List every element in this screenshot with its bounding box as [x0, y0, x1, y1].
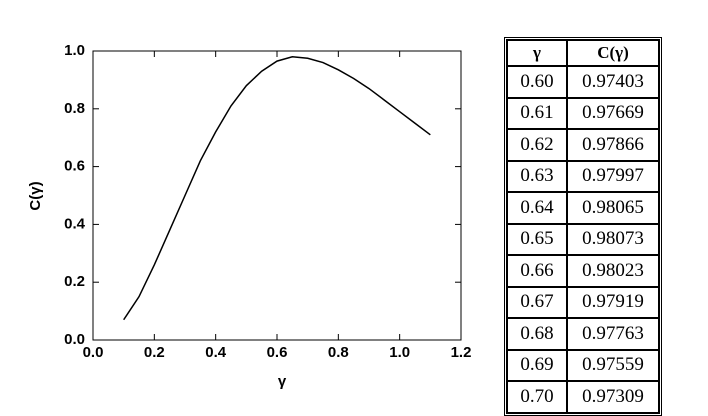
header-row: γ C(γ): [507, 40, 659, 66]
x-tick-label: 0.8: [328, 344, 349, 361]
table-cell: 0.70: [507, 381, 567, 413]
x-tick-label: 1.2: [451, 344, 472, 361]
table-cell: 0.98023: [567, 255, 659, 287]
chart: γ C(γ) 0.0 0.2 0.4 0.6 0.8 1.0 1.2 0.0 0.2 0.4 0.6…: [27, 42, 472, 390]
table-row: 0.62 0.97866: [507, 129, 659, 161]
table-cell: 0.97309: [567, 381, 659, 413]
table-cell: 0.68: [507, 318, 567, 350]
x-tick-label: 0.4: [205, 344, 227, 361]
table-cell: 0.64: [507, 192, 567, 224]
table-cell: 0.62: [507, 129, 567, 161]
table-cell: 0.97559: [567, 349, 659, 381]
table-cell: 0.97919: [567, 286, 659, 318]
table-cell: 0.98065: [567, 192, 659, 224]
table-cell: 0.67: [507, 286, 567, 318]
table-cell: 0.97403: [567, 66, 659, 98]
header-cell: C(γ): [567, 40, 659, 66]
x-tick-label: 1.0: [389, 344, 410, 361]
y-tick-label: 0.0: [64, 331, 85, 348]
table-row: 0.64 0.98065: [507, 192, 659, 224]
table-row: 0.69 0.97559: [507, 349, 659, 381]
table-row: 0.68 0.97763: [507, 318, 659, 350]
table-cell: 0.63: [507, 160, 567, 192]
y-tick-label: 0.2: [64, 273, 85, 290]
table-row: 0.60 0.97403: [507, 66, 659, 98]
x-tick-label: 0.0: [83, 344, 104, 361]
y-tick-label: 1.0: [64, 42, 85, 59]
y-tick-label: 0.6: [64, 158, 85, 175]
table-row: 0.61 0.97669: [507, 97, 659, 129]
x-axis-label: γ: [278, 373, 287, 390]
table-row: 0.70 0.97309: [507, 381, 659, 413]
table-cell: 0.61: [507, 97, 567, 129]
plot-frame: [92, 50, 462, 341]
y-tick-label: 0.8: [64, 100, 85, 117]
y-axis-label: C(γ): [27, 181, 44, 210]
table-row: 0.67 0.97919: [507, 286, 659, 318]
table-row: 0.66 0.98023: [507, 255, 659, 287]
x-tick-label: 0.6: [267, 344, 288, 361]
table-cell: 0.98073: [567, 223, 659, 255]
table-cell: 0.60: [507, 66, 567, 98]
table-cell: 0.97669: [567, 97, 659, 129]
x-tick-label: 0.2: [144, 344, 165, 361]
table-cell: 0.66: [507, 255, 567, 287]
table-cell: 0.69: [507, 349, 567, 381]
value-table: γ C(γ) 0.60 0.97403 0.61 0.97669 0.62 0.97866 0.…: [504, 37, 662, 416]
table-cell: 0.97866: [567, 129, 659, 161]
header-cell: γ: [507, 40, 567, 66]
table-row: 0.63 0.97997: [507, 160, 659, 192]
table-cell: 0.97997: [567, 160, 659, 192]
table-cell: 0.97763: [567, 318, 659, 350]
table-cell: 0.65: [507, 223, 567, 255]
table-row: 0.65 0.98073: [507, 223, 659, 255]
y-tick-label: 0.4: [64, 215, 86, 232]
data-line: [123, 56, 431, 321]
